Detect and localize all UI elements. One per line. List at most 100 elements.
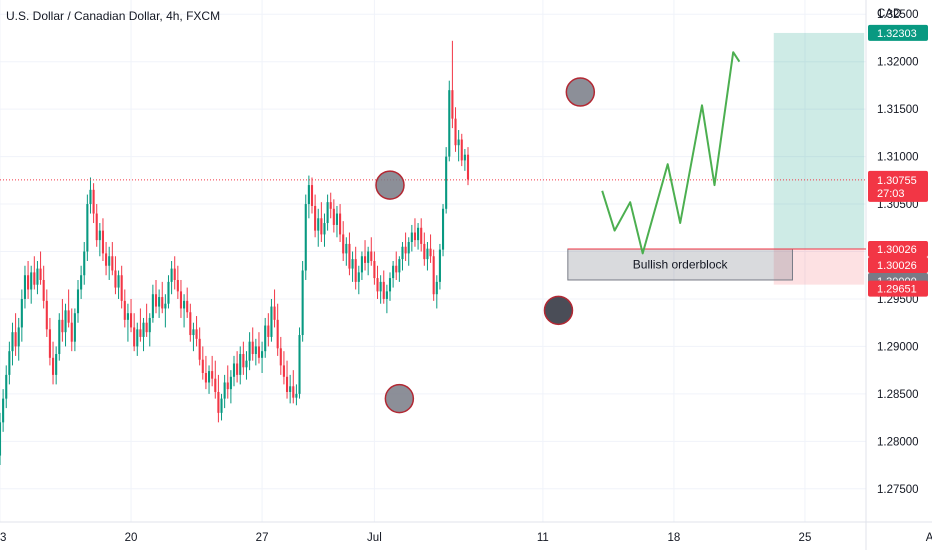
countdown-tag: 27:03 [877,188,905,200]
candle-body [317,218,320,231]
candle-body [20,298,23,328]
candle-body [86,204,89,252]
candle-body [264,325,267,352]
time-tick-label: Jul [367,532,382,544]
target-price-tag: 1.32303 [877,28,917,40]
orderblock-label: Bullish orderblock [633,258,729,272]
take-profit-zone [773,32,865,250]
price-tick-label: 1.29500 [877,294,919,306]
candle-body [92,189,95,214]
candle-body [445,156,448,209]
candle-body [139,329,142,337]
candle-body [223,382,226,399]
candle-body [354,259,357,282]
projected-path-line [601,51,741,255]
candle-body [454,118,457,146]
candle-body [226,382,229,390]
candle-body [101,230,105,254]
candle-body [11,332,14,352]
entry-price-tag-2-bg [868,257,928,274]
candle-body [17,327,20,347]
candle-body [154,294,158,307]
candle-body [392,265,395,279]
candle-body [267,325,270,337]
candle-body [429,248,432,257]
candle-body [211,371,214,379]
candle-body [351,259,354,269]
candle-body [257,346,261,358]
candle-body [89,189,92,205]
price-tick-label: 1.27500 [877,484,919,496]
candle-body [70,322,73,342]
time-tick-label: 18 [668,532,681,544]
candle-body [2,398,5,423]
candle-body [23,275,27,299]
time-tick-label: 27 [256,532,269,544]
price-tags: 1.323031.3075527:031.300261.300261.30000… [868,24,928,297]
candle-body [0,422,2,456]
candle-body [5,374,8,399]
stop-price-tag-bg [868,280,928,297]
candle-body [142,322,145,337]
time-tick-label: 25 [799,532,812,544]
candle-body [438,249,441,282]
entry-price-tag: 1.30026 [877,244,917,256]
candle-body [363,256,367,263]
position-zones [773,32,865,285]
candle-body [410,232,413,243]
candle-body [423,243,426,260]
candle-body [407,242,410,254]
candle-body [413,232,417,241]
price-tick-label: 1.32000 [877,57,919,69]
candle-body [420,227,423,244]
candle-body [95,213,98,241]
candle-body [367,251,370,263]
price-tick-label: 1.32500 [877,9,919,21]
candle-body [301,270,304,336]
swing-marker [543,295,574,326]
candle-body [314,205,317,231]
time-axis[interactable]: 13 20 27 Jul 11 18 25 Aug [0,532,932,544]
orderblock-zone[interactable]: Bullish orderblock [567,248,866,281]
candle-body [45,300,48,330]
candle-body [192,329,195,336]
candle-body [151,294,154,318]
stop-loss-zone [773,249,865,285]
candle-body [161,297,164,309]
candle-body [295,393,298,398]
candle-body [435,281,438,295]
candle-body [326,202,329,224]
last-price-tag: 1.30755 [877,175,917,187]
candle-body [8,351,11,375]
candle-body [304,204,307,271]
candle-body [111,256,114,271]
candle-body [236,363,239,375]
candle-body [36,268,39,285]
candle-body [58,319,61,355]
candle-body [248,341,251,361]
candle-body [229,376,232,390]
candle-body [67,310,70,323]
price-tick-label: 1.28000 [877,436,919,448]
candle-body [251,341,254,355]
candle-body [307,185,310,205]
time-tick-label: 20 [125,532,138,544]
candles [0,40,470,466]
candle-body [323,223,326,235]
candle-body [173,268,176,280]
stop-price-tag: 1.29651 [877,284,917,296]
price-tick-label: 1.28500 [877,389,919,401]
candle-body [123,300,126,320]
candle-body [345,243,348,254]
candle-body [426,248,429,260]
time-tick-label: 13 [0,532,6,544]
candle-body [382,281,385,299]
candle-body [220,398,223,413]
swing-marker [384,383,415,414]
candle-body [170,268,173,282]
candle-body [73,313,76,342]
candle-body [285,376,289,392]
candle-body [276,319,279,349]
candle-body [207,371,211,383]
